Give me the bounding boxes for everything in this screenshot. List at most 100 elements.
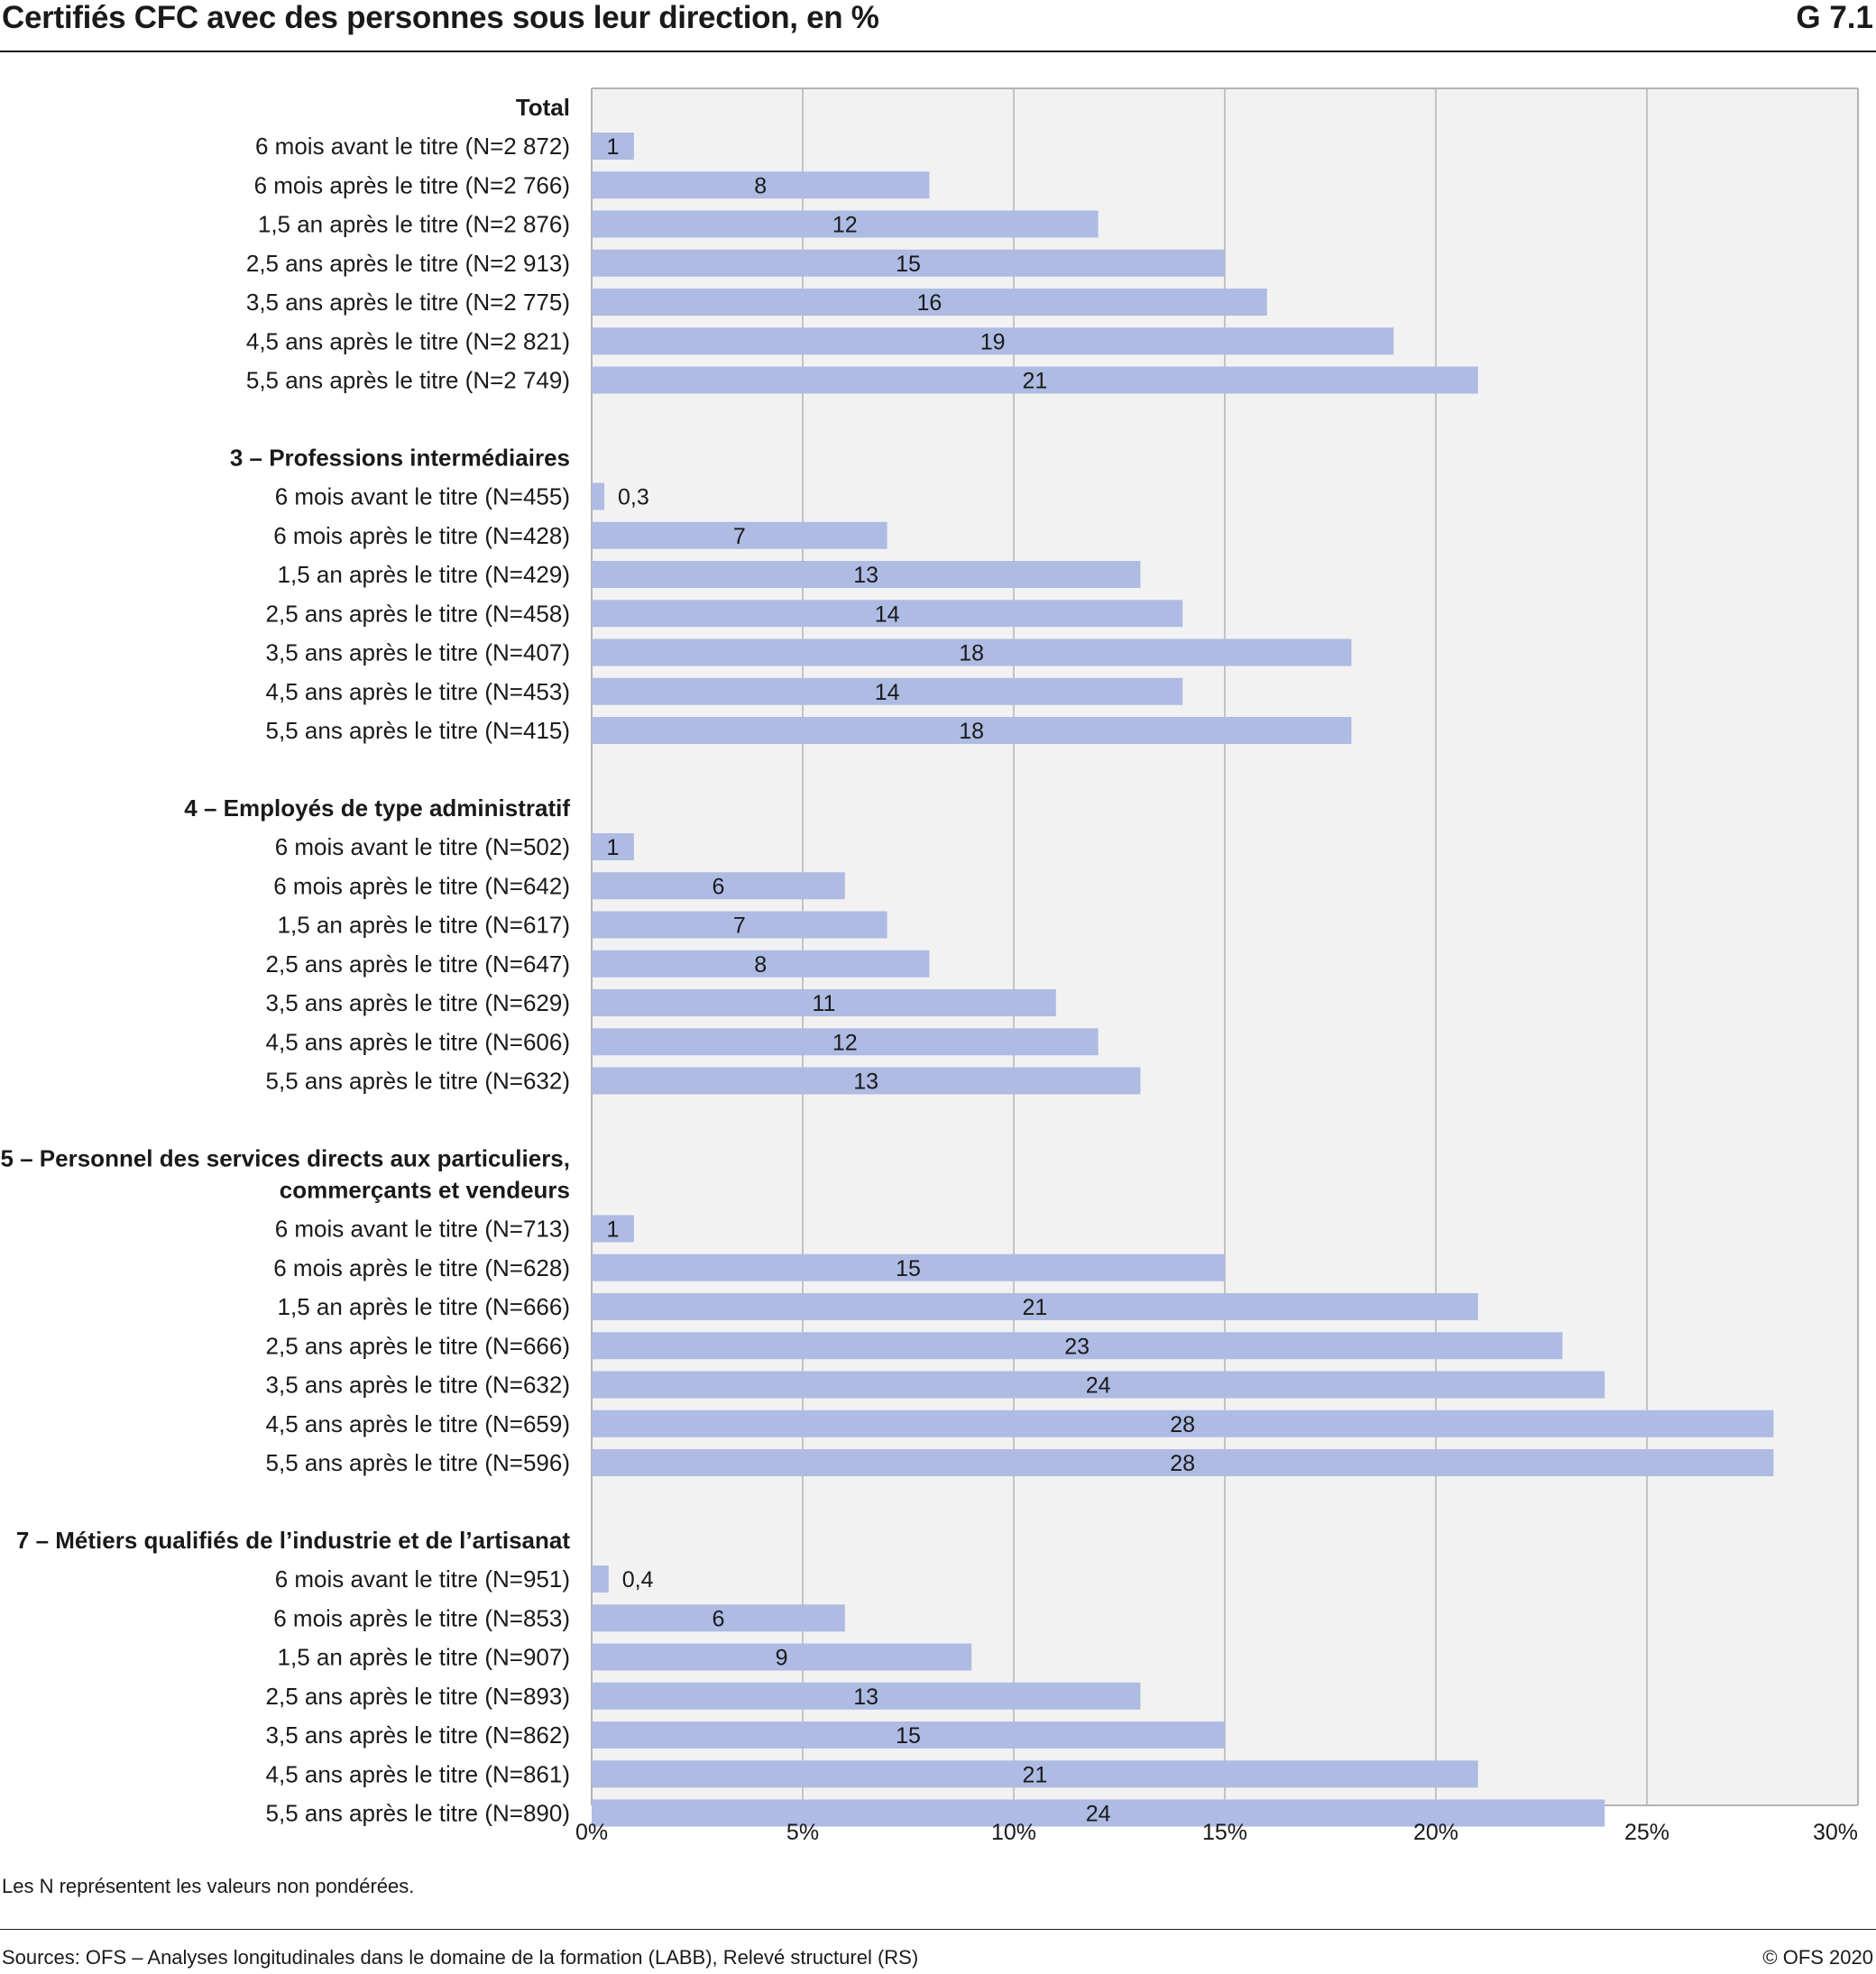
group-title: 7 – Métiers qualifiés de l’industrie et …: [16, 1527, 570, 1554]
category-label: 3,5 ans après le titre (N=862): [266, 1722, 570, 1749]
x-tick-label: 0%: [575, 1820, 608, 1845]
data-label: 9: [776, 1646, 788, 1671]
data-label: 8: [754, 952, 767, 978]
figure-code: G 7.1: [1796, 0, 1873, 35]
bar: [592, 1722, 1225, 1749]
bar: [592, 1604, 845, 1632]
bottom-rule: [0, 1929, 1876, 1930]
bar: [592, 1799, 1605, 1827]
bar: [592, 677, 1183, 705]
data-label: 13: [853, 1070, 878, 1095]
bar: [592, 1760, 1478, 1788]
bar: [592, 1293, 1478, 1320]
data-label: 8: [754, 173, 767, 198]
x-tick-label: 10%: [991, 1820, 1036, 1845]
category-label: 2,5 ans après le titre (N=2 913): [246, 250, 570, 277]
bar: [592, 1409, 1774, 1437]
category-label: 4,5 ans après le titre (N=2 821): [246, 327, 570, 354]
bar: [592, 1253, 1225, 1281]
bar: [592, 1682, 1141, 1710]
x-tick-label: 30%: [1813, 1820, 1858, 1845]
category-label: 6 mois avant le titre (N=713): [275, 1216, 570, 1243]
chart-title: Certifiés CFC avec des personnes sous le…: [2, 0, 879, 35]
bar: [592, 133, 634, 160]
category-label: 4,5 ans après le titre (N=659): [266, 1410, 570, 1437]
data-label: 28: [1170, 1451, 1195, 1476]
bar: [592, 210, 1099, 238]
bar: [592, 1565, 609, 1593]
category-label: 6 mois après le titre (N=628): [273, 1254, 570, 1281]
footnote: Les N représentent les valeurs non pondé…: [2, 1875, 415, 1897]
data-label: 6: [712, 874, 724, 899]
bar: [592, 1215, 634, 1243]
source-note: Sources: OFS – Analyses longitudinales d…: [2, 1946, 919, 1969]
bar: [592, 950, 930, 978]
bar: [592, 366, 1478, 394]
bar: [592, 327, 1394, 355]
category-label: 4,5 ans après le titre (N=606): [266, 1028, 570, 1055]
bar: [592, 482, 605, 510]
top-rule: [0, 50, 1876, 52]
data-label: 13: [853, 563, 878, 588]
bar: [592, 1449, 1774, 1476]
category-label: 6 mois avant le titre (N=951): [275, 1565, 570, 1593]
category-label: 1,5 an après le titre (N=617): [278, 912, 570, 939]
category-label: 2,5 ans après le titre (N=647): [266, 950, 570, 978]
data-label: 21: [1022, 1295, 1047, 1320]
category-label: 5,5 ans après le titre (N=890): [266, 1800, 570, 1827]
data-label: 15: [896, 1723, 921, 1749]
data-label: 0,4: [622, 1567, 654, 1593]
bar: [592, 521, 887, 549]
data-label: 14: [875, 680, 900, 705]
bar: [592, 1028, 1099, 1056]
data-label: 16: [916, 290, 942, 316]
group-title: commerçants et vendeurs: [280, 1176, 570, 1203]
bar: [592, 561, 1141, 588]
category-label: 2,5 ans après le titre (N=458): [266, 600, 570, 627]
category-label: 1,5 an après le titre (N=429): [278, 561, 570, 588]
bar: [592, 600, 1183, 628]
category-label: 6 mois après le titre (N=2 766): [254, 171, 570, 198]
bar: [592, 717, 1352, 744]
data-label: 13: [853, 1685, 878, 1710]
data-label: 15: [896, 1256, 921, 1281]
group-title: 4 – Employés de type administratif: [184, 794, 570, 822]
category-label: 3,5 ans après le titre (N=629): [266, 989, 570, 1016]
data-label: 21: [1022, 1762, 1047, 1787]
data-label: 12: [832, 1030, 858, 1055]
bar: [592, 249, 1225, 277]
data-label: 18: [959, 719, 984, 744]
data-label: 21: [1022, 369, 1047, 394]
x-tick-label: 15%: [1202, 1820, 1247, 1845]
data-label: 24: [1086, 1802, 1111, 1827]
bar: [592, 1643, 972, 1671]
data-label: 1: [606, 835, 619, 860]
copyright: © OFS 2020: [1762, 1946, 1873, 1969]
category-label: 5,5 ans après le titre (N=596): [266, 1449, 570, 1476]
category-label: 3,5 ans après le titre (N=632): [266, 1372, 570, 1399]
category-label: 6 mois après le titre (N=642): [273, 872, 570, 899]
bar: [592, 872, 845, 900]
bar: [592, 989, 1056, 1016]
category-label: 6 mois avant le titre (N=2 872): [255, 133, 570, 160]
category-label: 1,5 an après le titre (N=2 876): [258, 211, 570, 238]
x-tick-label: 20%: [1413, 1820, 1458, 1845]
group-title: 5 – Personnel des services directs aux p…: [0, 1144, 570, 1171]
bar: [592, 911, 887, 939]
x-tick-label: 25%: [1624, 1820, 1669, 1845]
data-label: 1: [606, 1217, 619, 1243]
category-label: 4,5 ans après le titre (N=453): [266, 678, 570, 705]
bar: [592, 1371, 1605, 1399]
data-label: 19: [980, 329, 1006, 354]
data-label: 24: [1086, 1373, 1111, 1399]
category-label: 5,5 ans après le titre (N=2 749): [246, 367, 570, 394]
data-label: 18: [959, 641, 984, 666]
bar: [592, 1332, 1563, 1360]
data-label: 0,3: [618, 485, 649, 510]
data-label: 1: [606, 134, 619, 160]
category-label: 2,5 ans après le titre (N=893): [266, 1683, 570, 1710]
bar: [592, 289, 1267, 316]
category-label: 5,5 ans après le titre (N=632): [266, 1068, 570, 1095]
data-label: 12: [832, 213, 858, 238]
category-label: 2,5 ans après le titre (N=666): [266, 1332, 570, 1359]
